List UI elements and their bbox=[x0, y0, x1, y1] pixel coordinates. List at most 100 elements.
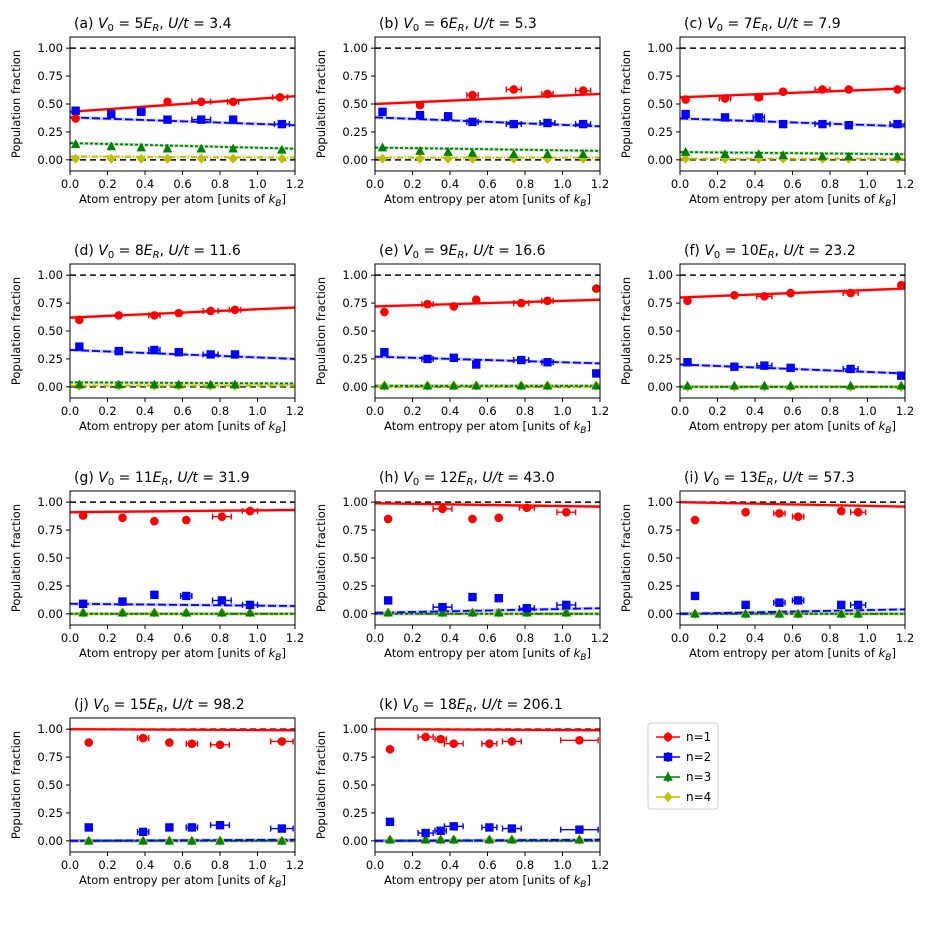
title-ut-symbol: U/t bbox=[782, 470, 803, 486]
x-axis-label-subscript: B bbox=[885, 199, 891, 209]
data-point-n2 bbox=[517, 355, 526, 365]
x-tick-label: 0.2 bbox=[98, 631, 116, 645]
data-point-n4 bbox=[378, 153, 387, 164]
title-v-symbol: V bbox=[98, 243, 109, 259]
x-tick-label: 1.0 bbox=[248, 177, 266, 191]
x-tick-label: 0.0 bbox=[366, 858, 384, 872]
x-tick-label: 0.8 bbox=[516, 858, 534, 872]
legend-label: n=1 bbox=[686, 730, 711, 744]
plot-area bbox=[375, 274, 600, 391]
x-axis-label: Atom entropy per atom [units of kB] bbox=[384, 873, 591, 890]
data-point-n3 bbox=[149, 607, 160, 617]
data-point-n1 bbox=[449, 302, 459, 311]
data-point-n3 bbox=[230, 379, 240, 389]
y-tick-label: 0.50 bbox=[37, 551, 63, 565]
plot-area bbox=[680, 274, 905, 392]
data-point-n3 bbox=[245, 607, 255, 617]
x-tick-label: 1.2 bbox=[286, 177, 304, 191]
data-point-n3 bbox=[205, 379, 216, 389]
data-point-n3 bbox=[277, 144, 287, 154]
x-tick-label: 0.8 bbox=[211, 404, 229, 418]
title-e-symbol: E bbox=[458, 470, 467, 486]
data-point-n2 bbox=[380, 348, 389, 357]
data-point-n1 bbox=[509, 85, 519, 94]
y-tick-label: 1.00 bbox=[342, 722, 368, 736]
title-e-subscript: R bbox=[768, 250, 775, 261]
data-point-n2 bbox=[575, 825, 584, 834]
panel-title: (h) V0 = 12ER, U/t = 43.0 bbox=[379, 470, 555, 488]
x-tick-label: 1.0 bbox=[858, 404, 876, 418]
panel-b: 0.0 0.2 0.4 0.6 0.8 1.0 1.2 0.00 0.25 0.50 0.75 1.0… bbox=[314, 16, 609, 209]
fit-line-n1 bbox=[375, 92, 600, 106]
y-tick-label: 0.75 bbox=[342, 296, 368, 310]
y-tick-label: 0.75 bbox=[342, 523, 368, 537]
x-axis-label-symbol: k bbox=[574, 419, 582, 433]
y-tick-label: 0.75 bbox=[647, 296, 673, 310]
data-point-n3 bbox=[136, 142, 147, 152]
data-point-n1 bbox=[543, 296, 552, 306]
data-point-n3 bbox=[896, 380, 905, 390]
x-axis-label: Atom entropy per atom [units of kB] bbox=[689, 646, 896, 663]
data-point-n1 bbox=[778, 87, 788, 97]
title-v-symbol: V bbox=[403, 243, 414, 259]
fit-line-n1 bbox=[375, 728, 600, 732]
title-v-subscript: 0 bbox=[108, 477, 114, 488]
fit-line-n1 bbox=[70, 95, 295, 113]
data-point-n3 bbox=[448, 380, 459, 390]
data-point-n1 bbox=[187, 739, 197, 748]
panel-label: (a) bbox=[74, 16, 98, 32]
data-point-n1 bbox=[230, 305, 240, 315]
x-tick-label: 0.0 bbox=[671, 404, 689, 418]
y-tick-label: 0.50 bbox=[342, 324, 368, 338]
x-axis-label-subscript: B bbox=[580, 199, 586, 209]
data-point-n2 bbox=[182, 591, 191, 601]
data-point-n1 bbox=[893, 85, 902, 94]
y-tick-label: 0.00 bbox=[37, 153, 63, 167]
x-tick-label: 0.2 bbox=[708, 631, 726, 645]
data-point-n3 bbox=[753, 149, 764, 159]
x-tick-label: 0.8 bbox=[821, 404, 839, 418]
data-point-n1 bbox=[818, 85, 827, 94]
plot-area bbox=[680, 500, 905, 619]
data-point-n3 bbox=[836, 608, 847, 618]
data-point-n1 bbox=[449, 739, 459, 748]
data-point-n3 bbox=[117, 607, 128, 617]
data-point-n3 bbox=[78, 607, 88, 617]
data-point-n2 bbox=[720, 113, 730, 122]
y-tick-label: 0.50 bbox=[37, 324, 63, 338]
x-tick-label: 0.2 bbox=[403, 631, 421, 645]
title-v0-value: = 8 bbox=[114, 243, 144, 259]
title-e-symbol: E bbox=[153, 470, 162, 486]
y-tick-label: 0.75 bbox=[342, 69, 368, 83]
title-ut-value: = 5.3 bbox=[494, 16, 537, 32]
x-tick-label: 0.2 bbox=[98, 177, 116, 191]
y-tick-label: 1.00 bbox=[647, 41, 673, 55]
x-tick-label: 1.2 bbox=[896, 177, 914, 191]
data-point-n2 bbox=[215, 821, 225, 830]
x-axis-label-subscript: B bbox=[275, 199, 281, 209]
x-tick-label: 0.4 bbox=[136, 404, 154, 418]
data-point-n1 bbox=[786, 288, 795, 298]
data-point-n1 bbox=[163, 97, 172, 107]
data-point-n3 bbox=[435, 834, 446, 844]
x-tick-label: 0.4 bbox=[746, 177, 764, 191]
data-point-n2 bbox=[543, 118, 552, 128]
data-point-n1 bbox=[853, 507, 863, 517]
panel-label: (g) bbox=[74, 470, 98, 486]
data-point-n1 bbox=[436, 734, 445, 744]
data-point-n1 bbox=[215, 740, 225, 750]
title-v-subscript: 0 bbox=[413, 250, 419, 261]
y-tick-label: 0.25 bbox=[37, 579, 63, 593]
x-tick-label: 0.0 bbox=[61, 177, 79, 191]
legend-marker-n3 bbox=[663, 772, 673, 781]
data-point-n1 bbox=[415, 100, 425, 110]
title-separator: , bbox=[773, 470, 782, 486]
data-point-n4 bbox=[106, 153, 116, 164]
data-point-n3 bbox=[508, 149, 519, 159]
x-tick-label: 0.6 bbox=[173, 858, 191, 872]
x-tick-label: 0.2 bbox=[708, 177, 726, 191]
title-v-symbol: V bbox=[707, 16, 718, 32]
title-v-symbol: V bbox=[403, 16, 414, 32]
y-tick-label: 0.25 bbox=[37, 806, 63, 820]
data-point-n3 bbox=[853, 608, 863, 618]
